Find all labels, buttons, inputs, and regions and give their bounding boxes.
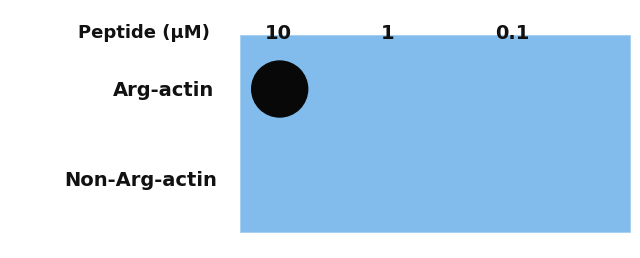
Ellipse shape xyxy=(252,61,308,117)
Text: Arg-actin: Arg-actin xyxy=(113,81,214,100)
Text: 1: 1 xyxy=(380,24,394,43)
Text: 10: 10 xyxy=(265,24,292,43)
Text: Non-Arg-actin: Non-Arg-actin xyxy=(65,171,217,190)
Text: Peptide (μM): Peptide (μM) xyxy=(78,24,210,42)
Bar xyxy=(240,35,630,232)
Text: 0.1: 0.1 xyxy=(495,24,529,43)
